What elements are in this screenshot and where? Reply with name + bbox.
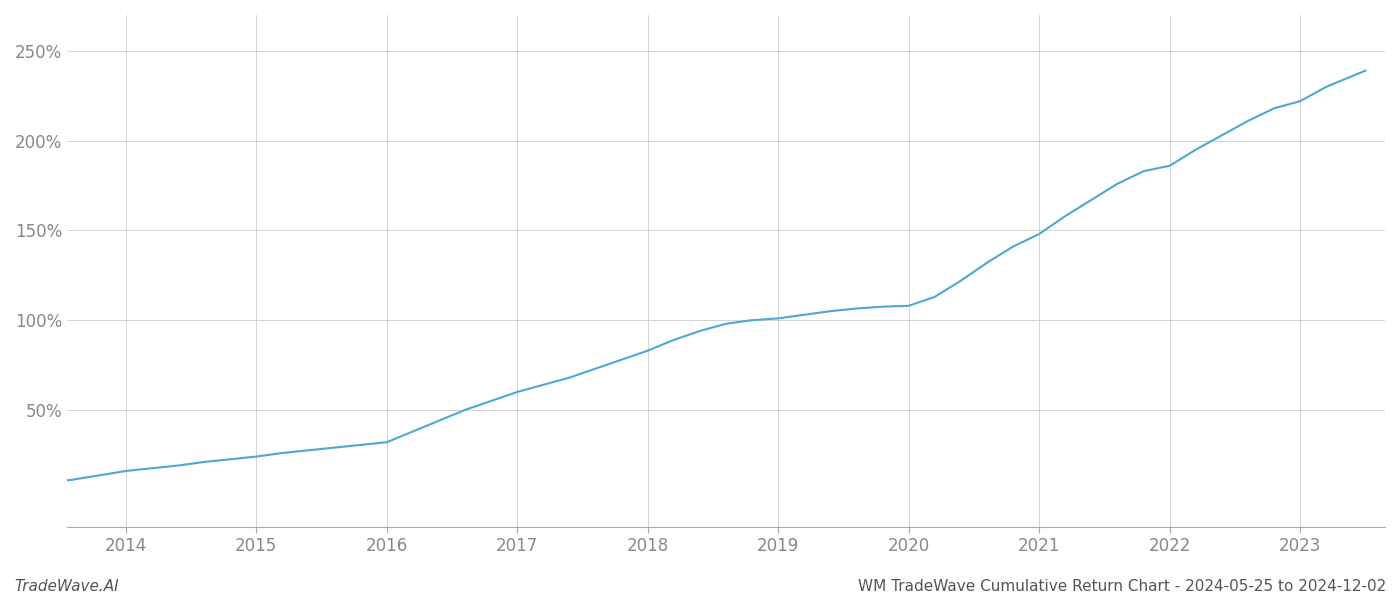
Text: TradeWave.AI: TradeWave.AI: [14, 579, 119, 594]
Text: WM TradeWave Cumulative Return Chart - 2024-05-25 to 2024-12-02: WM TradeWave Cumulative Return Chart - 2…: [858, 579, 1386, 594]
